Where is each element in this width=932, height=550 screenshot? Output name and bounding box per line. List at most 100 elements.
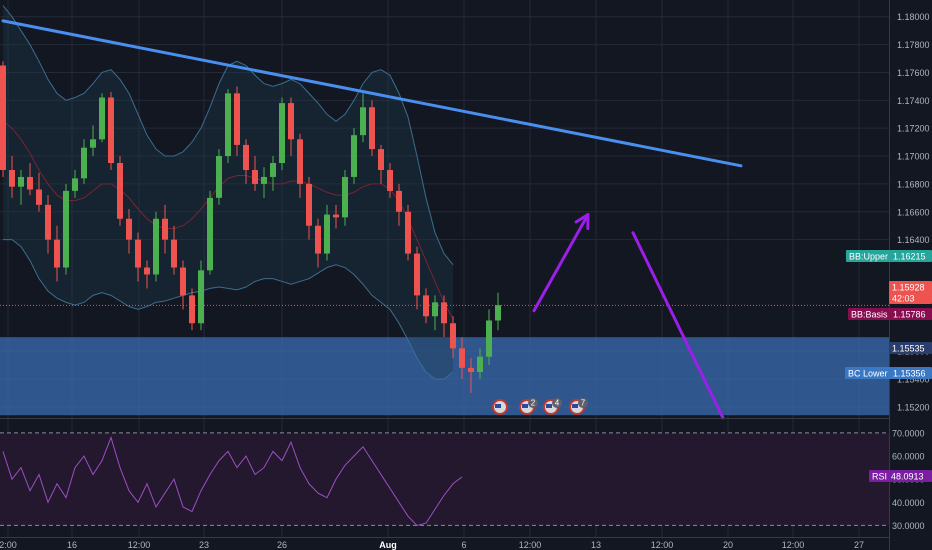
candle[interactable] — [153, 211, 159, 282]
candle[interactable] — [54, 225, 60, 282]
event-count: 4 — [555, 399, 560, 408]
candle[interactable] — [351, 128, 357, 184]
event-marker[interactable]: 2 — [519, 398, 538, 415]
candle[interactable] — [396, 183, 402, 226]
rsi-indicator — [0, 432, 889, 526]
candle-body — [495, 305, 501, 321]
candle[interactable] — [216, 149, 222, 205]
candle[interactable] — [126, 209, 132, 254]
candle[interactable] — [306, 176, 312, 240]
bb-basis-badge: BB:Basis 1.15786 — [848, 308, 932, 320]
candle-body — [378, 149, 384, 170]
projection-arrow[interactable] — [631, 231, 725, 420]
projection-arrows[interactable] — [532, 213, 725, 420]
candle[interactable] — [99, 93, 105, 143]
candle[interactable] — [459, 337, 465, 379]
candle[interactable] — [207, 190, 213, 275]
candle[interactable] — [171, 225, 177, 275]
candle[interactable] — [0, 61, 6, 177]
candle[interactable] — [108, 91, 114, 170]
candle[interactable] — [369, 100, 375, 157]
candle[interactable] — [342, 169, 348, 226]
price-axis[interactable] — [889, 0, 932, 550]
candle[interactable] — [243, 139, 249, 184]
candle[interactable] — [360, 93, 366, 143]
flag-canton-icon — [546, 404, 552, 408]
candle[interactable] — [414, 246, 420, 310]
candle-body — [432, 302, 438, 317]
candle[interactable] — [189, 288, 195, 331]
countdown-badge: 42:03 — [889, 292, 932, 304]
candle-body — [189, 295, 195, 324]
candle[interactable] — [315, 218, 321, 268]
candle[interactable] — [495, 292, 501, 331]
price-tick-label: 1.16400 — [897, 235, 930, 245]
bb-lower-badge-text: 1.15356 — [893, 369, 926, 379]
candle[interactable] — [477, 348, 483, 379]
projection-arrow[interactable] — [532, 213, 590, 313]
arrow-shaft — [532, 213, 590, 313]
candle-body — [333, 214, 339, 218]
candle-body — [486, 320, 492, 357]
candle[interactable] — [63, 183, 69, 275]
candle[interactable] — [162, 204, 168, 254]
candle-body — [144, 267, 150, 275]
candle[interactable] — [135, 232, 141, 282]
event-marker[interactable]: 7 — [569, 398, 588, 415]
candle[interactable] — [288, 97, 294, 157]
event-marker[interactable]: 4 — [543, 398, 562, 415]
bb-basis-badge-text: 1.15786 — [893, 310, 926, 320]
rsi-line — [2, 435, 463, 526]
time-tick-label: 12:00 — [128, 540, 151, 550]
candle[interactable] — [234, 86, 240, 157]
descending-trendline[interactable] — [1, 19, 743, 168]
candle[interactable] — [252, 156, 258, 191]
time-tick-label: 16 — [67, 540, 77, 550]
candle[interactable] — [333, 204, 339, 229]
candle[interactable] — [72, 169, 78, 198]
time-tick-label: 2:00 — [0, 540, 17, 550]
rsi-panel — [0, 432, 889, 526]
candle[interactable] — [432, 295, 438, 331]
price-tick-label: 1.16600 — [897, 207, 930, 217]
bb-lower-badge: BC Lower 1.15356 — [845, 367, 932, 379]
rsi-badge-bg — [869, 470, 932, 482]
economic-events[interactable]: 2 4 7 — [492, 398, 588, 415]
candle-body — [117, 163, 123, 219]
candle[interactable] — [117, 156, 123, 226]
candle[interactable] — [9, 156, 15, 198]
candle[interactable] — [225, 89, 231, 164]
candle[interactable] — [279, 97, 285, 170]
candle[interactable] — [270, 156, 276, 191]
candle[interactable] — [90, 125, 96, 157]
demand-zone — [0, 337, 889, 416]
candle[interactable] — [81, 139, 87, 184]
candle[interactable] — [324, 204, 330, 261]
candle[interactable] — [18, 169, 24, 205]
candle[interactable] — [378, 144, 384, 184]
candle[interactable] — [441, 295, 447, 338]
candle[interactable] — [468, 358, 474, 393]
candle[interactable] — [486, 309, 492, 366]
candle[interactable] — [27, 163, 33, 196]
candle[interactable] — [198, 260, 204, 331]
candle-body — [369, 107, 375, 150]
candles[interactable] — [0, 61, 501, 393]
candle[interactable] — [450, 316, 456, 359]
event-marker[interactable] — [492, 399, 508, 415]
candle[interactable] — [180, 260, 186, 310]
time-tick-label: 6 — [461, 540, 466, 550]
candle[interactable] — [45, 195, 51, 254]
candle-body — [288, 103, 294, 140]
candle[interactable] — [36, 172, 42, 212]
candle[interactable] — [144, 260, 150, 289]
candle[interactable] — [405, 204, 411, 261]
candle-body — [180, 267, 186, 296]
price2-badge: 1.15535 — [889, 342, 932, 354]
candle[interactable] — [297, 133, 303, 198]
candle-body — [252, 169, 258, 184]
candle[interactable] — [261, 167, 267, 198]
candle[interactable] — [387, 163, 393, 198]
time-axis[interactable] — [0, 537, 889, 550]
